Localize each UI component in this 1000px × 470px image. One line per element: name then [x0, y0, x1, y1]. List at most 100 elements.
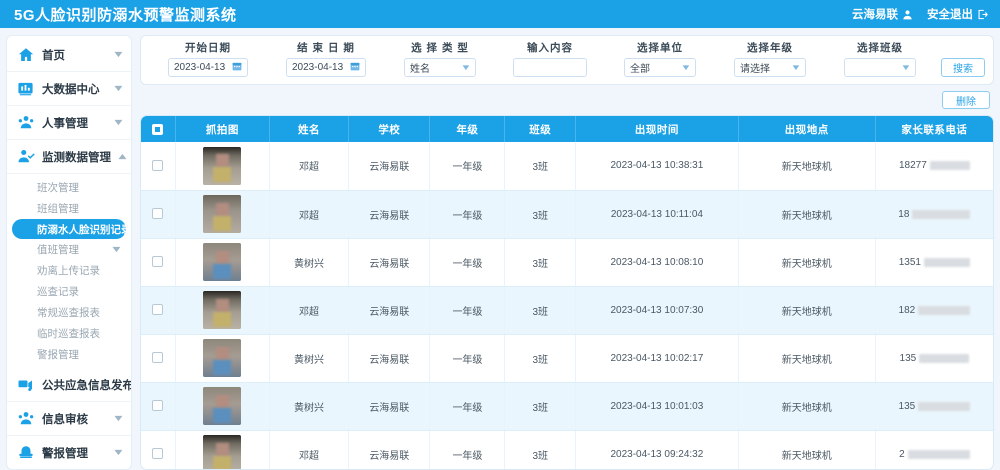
snapshot-thumbnail[interactable]: [203, 435, 242, 469]
column-header-place[interactable]: 出现地点: [738, 116, 876, 142]
end-date-value: 2023-04-13: [292, 62, 344, 73]
select-all-header[interactable]: [141, 116, 176, 142]
snapshot-thumbnail[interactable]: [203, 291, 242, 329]
chevron-down-icon[interactable]: ▼: [111, 117, 126, 127]
keyword-input[interactable]: [513, 58, 587, 77]
sidebar-subitem-regular-patrol-report[interactable]: 常规巡查报表: [7, 302, 131, 323]
school-cell: 云海易联: [348, 334, 431, 383]
phone-mask: [929, 161, 970, 171]
unit-select-field: 选择单位 全部 ▼: [605, 40, 715, 77]
sidebar-subitem-face-records[interactable]: 防溺水人脸识别记录: [12, 219, 131, 239]
snapshot-thumbnail[interactable]: [203, 339, 242, 377]
chevron-down-icon[interactable]: ▼: [111, 83, 126, 93]
sidebar-item-home[interactable]: 首页 ▼: [7, 38, 131, 72]
row-checkbox[interactable]: [152, 352, 164, 364]
delete-button[interactable]: 删除: [942, 91, 990, 109]
face-blur-overlay: [215, 298, 230, 312]
logout-label: 安全退出: [927, 9, 973, 21]
phone-mask: [923, 257, 970, 267]
name-cell: 黄树兴: [269, 238, 350, 287]
snapshot-cell[interactable]: [175, 382, 270, 431]
row-select-cell[interactable]: [141, 286, 176, 335]
snapshot-cell[interactable]: [175, 334, 270, 383]
snapshot-thumbnail[interactable]: [203, 146, 242, 185]
sidebar-subitem-dissuade-upload[interactable]: 劝离上传记录: [7, 260, 131, 281]
column-header-time[interactable]: 出现时间: [575, 116, 739, 142]
snapshot-cell[interactable]: [175, 142, 270, 191]
row-select-cell[interactable]: [141, 190, 176, 239]
table-action-row: 删除: [140, 91, 994, 109]
chevron-down-icon[interactable]: ▼: [111, 49, 126, 59]
class-select[interactable]: ▼: [844, 58, 916, 77]
row-checkbox[interactable]: [152, 256, 164, 268]
class-cell: 3班: [504, 334, 577, 383]
sidebar-item-emergency-publish[interactable]: 公共应急信息发布: [7, 368, 131, 402]
snapshot-cell[interactable]: [175, 286, 270, 335]
sidebar-subitem-duty-mgmt[interactable]: 值班管理 ▼: [7, 239, 131, 260]
unit-select[interactable]: 全部 ▼: [624, 58, 696, 77]
start-date-input[interactable]: 2023-04-13: [168, 58, 248, 77]
column-header-name[interactable]: 姓名: [269, 116, 350, 142]
column-header-grade[interactable]: 年级: [429, 116, 506, 142]
row-checkbox[interactable]: [152, 304, 164, 316]
row-select-cell[interactable]: [141, 430, 176, 469]
logout-button[interactable]: 安全退出: [927, 6, 988, 22]
row-select-cell[interactable]: [141, 142, 176, 191]
select-all-checkbox[interactable]: [152, 123, 164, 135]
calendar-icon[interactable]: [350, 61, 360, 74]
school-cell: 云海易联: [348, 142, 431, 191]
end-date-input[interactable]: 2023-04-13: [286, 58, 366, 77]
grade-cell: 一年级: [429, 430, 506, 469]
row-select-cell[interactable]: [141, 238, 176, 287]
table-row[interactable]: 邓超 云海易联 一年级 3班 2023-04-13 10:07:30 新天地球机 182: [141, 286, 993, 335]
sidebar-subitem-temp-patrol-report[interactable]: 临时巡查报表: [7, 323, 131, 344]
chevron-down-icon[interactable]: ▼: [111, 447, 126, 457]
row-checkbox[interactable]: [152, 400, 164, 412]
sidebar-item-alarm-mgmt[interactable]: 警报管理 ▼: [7, 436, 131, 469]
table-row[interactable]: 黄树兴 云海易联 一年级 3班 2023-04-13 10:08:10 新天地球机 1351: [141, 238, 993, 287]
sidebar-subitem-alarm-mgmt[interactable]: 警报管理: [7, 344, 131, 365]
row-checkbox[interactable]: [152, 448, 164, 460]
row-select-cell[interactable]: [141, 334, 176, 383]
table-row[interactable]: 邓超 云海易联 一年级 3班 2023-04-13 10:38:31 新天地球机 18277: [141, 142, 993, 191]
sidebar-subitem-shift-mgmt[interactable]: 班次管理: [7, 177, 131, 198]
snapshot-cell[interactable]: [175, 190, 270, 239]
column-header-school[interactable]: 学校: [348, 116, 431, 142]
table-row[interactable]: 邓超 云海易联 一年级 3班 2023-04-13 10:11:04 新天地球机 18: [141, 190, 993, 239]
table-row[interactable]: 黄树兴 云海易联 一年级 3班 2023-04-13 10:02:17 新天地球机 135: [141, 334, 993, 383]
column-header-parent-phone[interactable]: 家长联系电话: [875, 116, 993, 142]
snapshot-thumbnail[interactable]: [203, 195, 242, 233]
chevron-down-icon[interactable]: ▼: [111, 413, 126, 423]
snapshot-thumbnail[interactable]: [203, 387, 242, 425]
chevron-up-icon[interactable]: ▼: [115, 152, 130, 162]
chevron-down-icon[interactable]: ▼: [109, 244, 124, 254]
sidebar-subitem-patrol-records[interactable]: 巡查记录: [7, 281, 131, 302]
grade-select[interactable]: 请选择 ▼: [734, 58, 806, 77]
row-select-cell[interactable]: [141, 382, 176, 431]
type-select-label: 选 择 类 型: [411, 42, 469, 54]
masked-phone: 18: [898, 209, 971, 220]
snapshot-cell[interactable]: [175, 430, 270, 469]
sidebar-item-hr[interactable]: 人事管理 ▼: [7, 106, 131, 140]
sidebar-subitem-team-mgmt[interactable]: 班组管理: [7, 198, 131, 219]
row-checkbox[interactable]: [152, 208, 164, 220]
sidebar-item-bigdata[interactable]: 大数据中心 ▼: [7, 72, 131, 106]
table-row[interactable]: 邓超 云海易联 一年级 3班 2023-04-13 09:24:32 新天地球机 2: [141, 430, 993, 469]
sidebar-item-info-review[interactable]: 信息审核 ▼: [7, 402, 131, 436]
snapshot-thumbnail[interactable]: [203, 243, 242, 281]
parent-phone-cell: 18277: [875, 142, 993, 191]
column-header-snapshot[interactable]: 抓拍图: [175, 116, 270, 142]
row-checkbox[interactable]: [152, 160, 164, 172]
type-select[interactable]: 姓名 ▼: [404, 58, 476, 77]
face-blur-overlay: [215, 442, 230, 456]
name-cell: 邓超: [269, 190, 350, 239]
current-user[interactable]: 云海易联: [852, 6, 913, 22]
table-row[interactable]: 黄树兴 云海易联 一年级 3班 2023-04-13 10:01:03 新天地球机 135: [141, 382, 993, 431]
place-cell: 新天地球机: [738, 142, 876, 191]
calendar-icon[interactable]: [232, 61, 242, 74]
snapshot-cell[interactable]: [175, 238, 270, 287]
sidebar-item-monitor-data[interactable]: 监测数据管理 ▼: [7, 140, 131, 174]
search-button[interactable]: 搜索: [941, 58, 985, 77]
megaphone-icon: [16, 375, 35, 394]
column-header-class[interactable]: 班级: [504, 116, 577, 142]
